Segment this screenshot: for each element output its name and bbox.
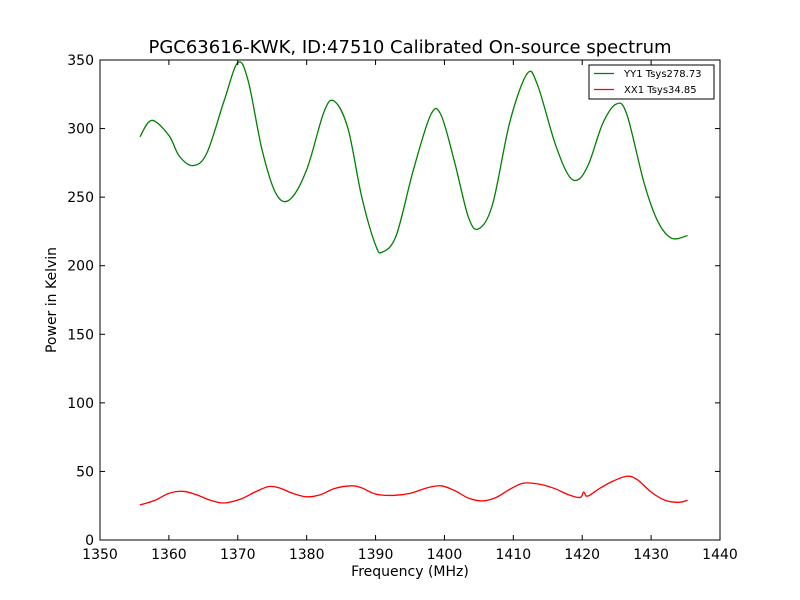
y-tick-label: 300 — [67, 122, 94, 138]
x-axis-label: Frequency (MHz) — [351, 564, 469, 580]
series-line-1 — [139, 475, 688, 506]
x-tick-label: 1400 — [427, 547, 463, 563]
y-tick-label: 250 — [67, 190, 94, 206]
legend-label-yy1: YY1 Tsys278.73 — [623, 69, 702, 80]
y-tick-label: 350 — [67, 53, 94, 69]
y-tick-label: 100 — [67, 396, 94, 412]
series-layer — [139, 61, 688, 506]
legend: YY1 Tsys278.73 XX1 Tsys34.85 — [588, 64, 715, 100]
plot-frame — [99, 59, 721, 541]
y-tick-label: 200 — [67, 259, 94, 275]
y-tick-label: 0 — [85, 533, 94, 549]
x-tick-label: 1440 — [702, 547, 738, 563]
chart-title: PGC63616-KWK, ID:47510 Calibrated On-sou… — [148, 37, 671, 58]
plot-area — [100, 60, 720, 540]
y-tick-label: 50 — [76, 464, 94, 480]
x-tick-label: 1370 — [220, 547, 256, 563]
y-axis-label: Power in Kelvin — [44, 247, 60, 353]
legend-label-xx1: XX1 Tsys34.85 — [624, 85, 697, 96]
x-tick-label: 1360 — [151, 547, 187, 563]
x-tick-label: 1420 — [564, 547, 600, 563]
x-tick-label: 1380 — [289, 547, 325, 563]
x-tick-label: 1410 — [496, 547, 532, 563]
x-tick-label: 1430 — [633, 547, 669, 563]
y-tick-label: 150 — [67, 327, 94, 343]
ticks-layer: 1350 1360 1370 1380 1390 1400 1410 1420 1430 1440… — [67, 53, 738, 563]
legend-box — [588, 64, 715, 100]
series-line-0 — [139, 61, 688, 254]
x-tick-label: 1350 — [82, 547, 118, 563]
x-tick-label: 1390 — [358, 547, 394, 563]
